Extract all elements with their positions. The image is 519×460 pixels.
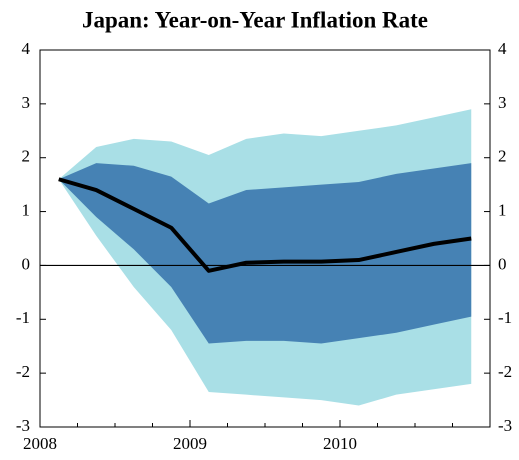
y-tick-label: 2 xyxy=(22,147,31,166)
x-tick-label: 2008 xyxy=(23,434,57,453)
y-tick-label: 1 xyxy=(22,200,31,219)
y2-tick-label: 2 xyxy=(498,147,507,166)
y-tick-label: -3 xyxy=(16,416,30,435)
y-tick-label: 4 xyxy=(22,39,31,58)
y-tick-label: -1 xyxy=(16,308,30,327)
x-tick-label: 2010 xyxy=(323,434,357,453)
x-tick-label: 2009 xyxy=(173,434,207,453)
y-tick-label: 0 xyxy=(22,254,31,273)
y2-tick-label: 1 xyxy=(498,200,507,219)
y2-tick-label: 4 xyxy=(498,39,507,58)
y2-tick-label: -3 xyxy=(498,416,512,435)
fan-band xyxy=(58,163,472,344)
y2-tick-label: -2 xyxy=(498,362,512,381)
chart-title: Japan: Year-on-Year Inflation Rate xyxy=(82,7,428,32)
y-tick-label: 3 xyxy=(22,93,31,112)
y-tick-label: -2 xyxy=(16,362,30,381)
y2-tick-label: -1 xyxy=(498,308,512,327)
y2-tick-label: 0 xyxy=(498,254,507,273)
y2-tick-label: 3 xyxy=(498,93,507,112)
median-line xyxy=(58,177,472,273)
